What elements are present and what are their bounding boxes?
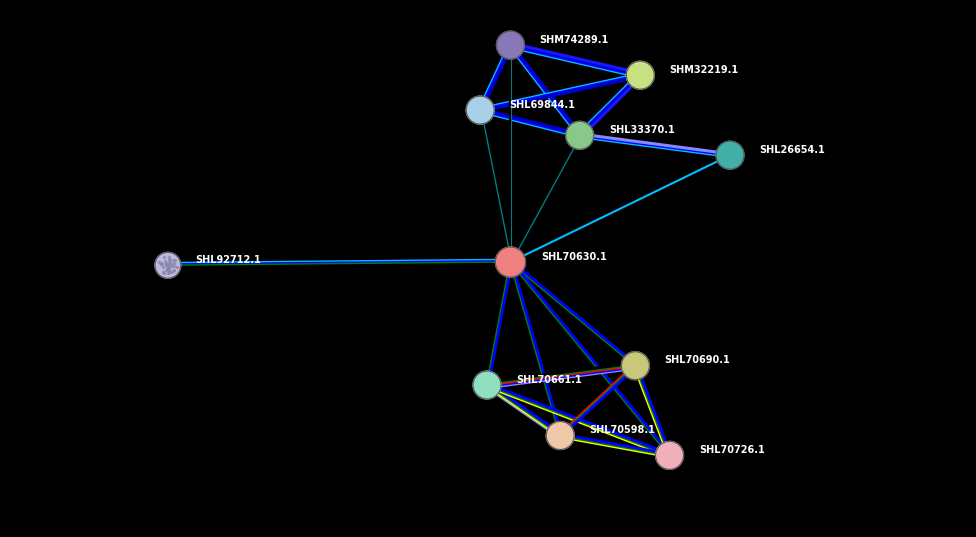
Point bbox=[158, 265, 174, 274]
Point bbox=[159, 264, 175, 273]
Point bbox=[160, 261, 176, 270]
Point bbox=[160, 263, 176, 272]
Point bbox=[166, 262, 182, 271]
Point bbox=[161, 263, 177, 271]
Ellipse shape bbox=[155, 252, 181, 278]
Point bbox=[162, 255, 178, 264]
Point bbox=[161, 255, 177, 264]
Text: SHL69844.1: SHL69844.1 bbox=[509, 100, 575, 110]
Ellipse shape bbox=[656, 441, 683, 469]
Ellipse shape bbox=[627, 61, 654, 89]
Point bbox=[161, 268, 177, 277]
Text: SHL26654.1: SHL26654.1 bbox=[759, 145, 825, 155]
Point bbox=[167, 266, 183, 275]
Point bbox=[157, 257, 173, 265]
Text: SHL70630.1: SHL70630.1 bbox=[542, 252, 607, 262]
Text: SHL33370.1: SHL33370.1 bbox=[609, 125, 674, 135]
Ellipse shape bbox=[496, 247, 525, 277]
Text: SHM74289.1: SHM74289.1 bbox=[540, 35, 609, 45]
Ellipse shape bbox=[622, 352, 649, 380]
Point bbox=[156, 268, 172, 277]
Point bbox=[158, 259, 174, 268]
Point bbox=[165, 256, 181, 264]
Point bbox=[159, 262, 175, 271]
Text: SHL70726.1: SHL70726.1 bbox=[699, 445, 764, 455]
Point bbox=[159, 261, 175, 270]
Ellipse shape bbox=[467, 96, 494, 124]
Ellipse shape bbox=[566, 121, 593, 149]
Point bbox=[163, 267, 179, 276]
Point bbox=[161, 252, 177, 261]
Point bbox=[161, 258, 177, 267]
Point bbox=[166, 258, 182, 267]
Point bbox=[162, 259, 178, 267]
Point bbox=[160, 260, 176, 269]
Text: SHM32219.1: SHM32219.1 bbox=[670, 65, 739, 75]
Point bbox=[153, 258, 169, 267]
Text: SHL70598.1: SHL70598.1 bbox=[590, 425, 655, 435]
Ellipse shape bbox=[497, 31, 524, 59]
Point bbox=[151, 258, 167, 266]
Point bbox=[163, 260, 179, 268]
Ellipse shape bbox=[473, 371, 501, 399]
Point bbox=[164, 262, 180, 271]
Point bbox=[154, 260, 170, 268]
Point bbox=[156, 253, 172, 262]
Text: SHL70690.1: SHL70690.1 bbox=[665, 355, 730, 365]
Point bbox=[159, 260, 175, 269]
Point bbox=[165, 267, 181, 275]
Text: SHL92712.1: SHL92712.1 bbox=[195, 255, 261, 265]
Ellipse shape bbox=[716, 141, 744, 169]
Text: SHL70661.1: SHL70661.1 bbox=[516, 375, 582, 384]
Point bbox=[155, 263, 171, 271]
Point bbox=[161, 264, 177, 273]
Point bbox=[160, 268, 176, 277]
Ellipse shape bbox=[547, 422, 574, 449]
Point bbox=[153, 260, 169, 268]
Point bbox=[169, 263, 184, 271]
Point bbox=[158, 259, 174, 268]
Point bbox=[160, 265, 176, 274]
Point bbox=[168, 256, 183, 265]
Point bbox=[161, 266, 177, 274]
Point bbox=[155, 268, 171, 277]
